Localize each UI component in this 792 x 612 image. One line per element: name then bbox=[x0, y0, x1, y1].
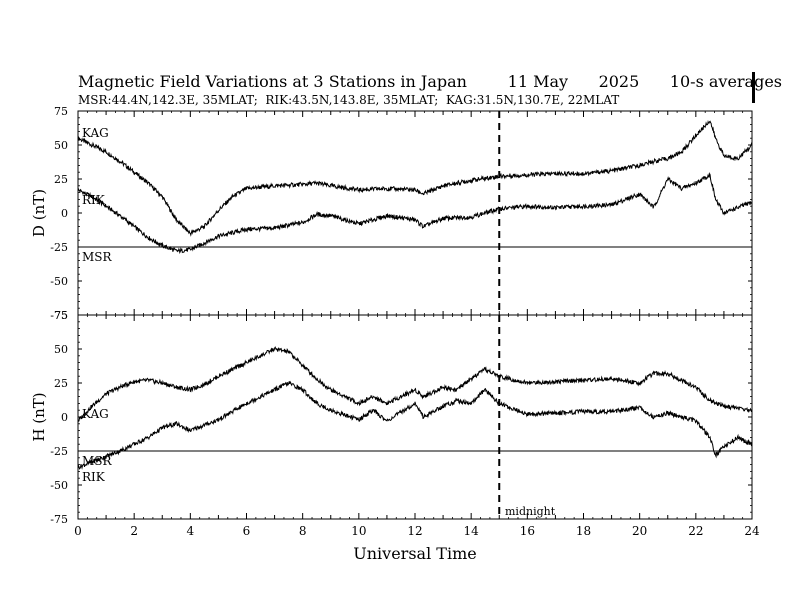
xtick-label: 18 bbox=[576, 524, 591, 538]
station-info: MSR:44.4N,142.3E, 35MLAT; RIK:43.5N,143.… bbox=[78, 93, 620, 107]
yaxis-label-d: D (nT) bbox=[30, 189, 48, 237]
ytick-label-h: 0 bbox=[61, 411, 68, 424]
ytick-label-h: -25 bbox=[50, 445, 68, 458]
series-label-msr-h: MSR bbox=[82, 454, 113, 468]
xtick-label: 22 bbox=[688, 524, 703, 538]
ytick-label-h: -75 bbox=[50, 513, 68, 526]
ytick-label-d: -75 bbox=[50, 309, 68, 322]
series-label-kag-h: KAG bbox=[82, 407, 109, 421]
panel-frame-d bbox=[77, 110, 753, 316]
series-line-kag-d bbox=[77, 119, 753, 237]
xtick-label: 12 bbox=[407, 524, 422, 538]
xtick-label: 20 bbox=[632, 524, 647, 538]
xtick-label: 14 bbox=[464, 524, 480, 538]
series-label-rik-h: RIK bbox=[82, 470, 106, 484]
chart-title: Magnetic Field Variations at 3 Stations … bbox=[78, 72, 783, 91]
ytick-label-d: 25 bbox=[54, 173, 68, 186]
ytick-label-d: -25 bbox=[50, 241, 68, 254]
yaxis-label-h: H (nT) bbox=[30, 392, 48, 441]
ytick-label-h: 25 bbox=[54, 377, 68, 390]
ytick-label-d: 75 bbox=[54, 105, 68, 118]
series-label-msr-d: MSR bbox=[82, 250, 113, 264]
xtick-label: 0 bbox=[74, 524, 82, 538]
ytick-label-d: -50 bbox=[50, 275, 68, 288]
xtick-label: 4 bbox=[187, 524, 195, 538]
xtick-label: 6 bbox=[243, 524, 251, 538]
xtick-label: 8 bbox=[299, 524, 307, 538]
ytick-label-h: 75 bbox=[54, 309, 68, 322]
panel-frame-h bbox=[77, 314, 753, 520]
header-end-bar bbox=[752, 72, 755, 103]
series-line-kag-h bbox=[77, 346, 753, 423]
series-line-rik-d bbox=[77, 171, 753, 254]
xtick-label: 24 bbox=[744, 524, 760, 538]
ytick-label-h: 50 bbox=[54, 343, 68, 356]
xaxis-label: Universal Time bbox=[353, 544, 476, 563]
xtick-label: 2 bbox=[130, 524, 138, 538]
xtick-label: 10 bbox=[351, 524, 366, 538]
ytick-label-h: -50 bbox=[50, 479, 68, 492]
series-label-kag-d: KAG bbox=[82, 126, 109, 140]
midnight-label: midnight bbox=[505, 505, 556, 518]
xtick-label: 16 bbox=[520, 524, 535, 538]
ytick-label-d: 50 bbox=[54, 139, 68, 152]
series-label-rik-d: RIK bbox=[82, 193, 106, 207]
series-line-rik-h bbox=[77, 380, 753, 470]
ytick-label-d: 0 bbox=[61, 207, 68, 220]
